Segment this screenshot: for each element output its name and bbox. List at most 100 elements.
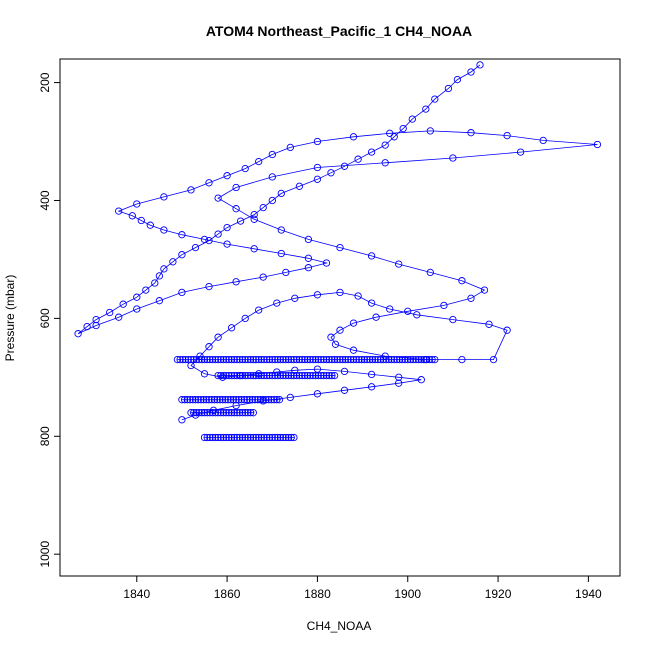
band-point: [352, 355, 360, 364]
band-point: [290, 355, 298, 364]
band-point: [401, 355, 409, 364]
band-point: [268, 355, 276, 364]
band-point: [279, 433, 287, 442]
band-point: [249, 371, 257, 380]
band-point: [246, 355, 255, 364]
data-point: [268, 196, 276, 205]
data-point: [286, 393, 294, 402]
data-point: [395, 373, 403, 381]
band-point: [271, 433, 279, 442]
data-point: [259, 203, 267, 212]
data-point: [349, 133, 358, 141]
band-point: [260, 355, 268, 364]
band-point: [233, 355, 241, 364]
data-point: [142, 286, 150, 294]
band-point: [180, 396, 189, 404]
band-point: [203, 355, 211, 364]
band-point: [233, 371, 241, 380]
data-point: [395, 379, 403, 387]
band-point: [227, 409, 236, 417]
band-point: [244, 371, 252, 380]
band-point: [328, 355, 336, 364]
x-tick-label: 1940: [575, 587, 602, 601]
data-point: [489, 355, 498, 364]
x-tick-label: 1840: [123, 587, 150, 601]
band-point: [414, 355, 423, 364]
y-tick-label: 400: [38, 190, 52, 210]
band-point: [241, 409, 249, 417]
data-point: [336, 288, 344, 297]
band-point: [229, 396, 238, 404]
band-point: [271, 371, 279, 380]
band-point: [249, 355, 257, 364]
band-point: [336, 355, 344, 364]
band-point: [279, 355, 287, 364]
band-point: [279, 371, 287, 380]
band-point: [292, 371, 301, 380]
band-point: [222, 355, 230, 364]
data-point: [255, 157, 263, 166]
band-point: [219, 433, 228, 442]
data-point: [133, 200, 141, 208]
data-point: [390, 133, 398, 141]
data-point: [178, 288, 186, 297]
data-point: [268, 150, 276, 159]
band-point: [273, 396, 281, 404]
band-point: [210, 396, 219, 404]
data-point: [214, 230, 222, 238]
data-point: [313, 291, 322, 299]
band-point: [320, 355, 328, 364]
band-point: [183, 396, 192, 404]
band-point: [292, 355, 301, 364]
data-point: [282, 268, 290, 277]
band-point: [254, 396, 262, 404]
data-point: [404, 307, 412, 315]
x-axis: 1840 1860 1880 1900 1920 1940: [123, 576, 602, 601]
band-point: [214, 355, 222, 364]
data-point: [250, 245, 258, 253]
y-tick-label: 800: [38, 426, 52, 446]
x-tick-label: 1900: [394, 587, 421, 601]
band-point: [178, 396, 186, 404]
data-point: [485, 320, 493, 328]
data-point: [381, 159, 389, 167]
y-axis-label: Pressure (mbar): [3, 275, 17, 362]
band-point: [236, 355, 244, 364]
band-point: [390, 355, 398, 364]
data-point: [476, 61, 484, 69]
band-point: [244, 409, 252, 417]
data-point: [440, 301, 448, 310]
band-point: [206, 433, 214, 442]
data-point: [367, 370, 376, 379]
data-point: [241, 314, 249, 323]
band-point: [257, 355, 266, 364]
band-point: [284, 355, 293, 364]
data-point: [137, 216, 145, 225]
band-point: [314, 355, 322, 364]
band-point: [195, 409, 203, 417]
band-point: [219, 371, 228, 380]
data-point: [250, 210, 258, 219]
band-point: [176, 355, 184, 364]
data-point: [83, 322, 91, 331]
data-point: [313, 175, 322, 183]
band-point: [275, 396, 284, 404]
band-point: [404, 355, 412, 364]
data-point: [146, 221, 154, 229]
data-point: [187, 361, 195, 370]
data-point: [115, 313, 123, 321]
band-point: [265, 355, 274, 364]
band-point: [276, 371, 285, 380]
band-point: [274, 355, 282, 364]
data-point: [367, 299, 376, 307]
band-point: [420, 355, 428, 364]
band-point: [355, 355, 363, 364]
band-point: [306, 371, 314, 380]
band-point: [260, 433, 268, 442]
band-point: [263, 371, 271, 380]
band-point: [238, 433, 247, 442]
band-point: [208, 409, 217, 417]
band-point: [200, 433, 209, 442]
band-point: [268, 371, 276, 380]
data-point: [381, 141, 389, 149]
